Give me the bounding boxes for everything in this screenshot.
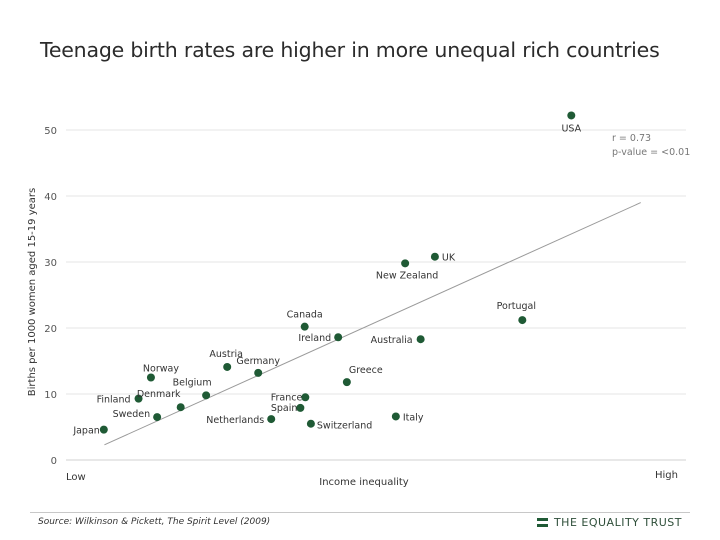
y-tick-label: 0 [51,456,57,467]
data-point-ireland [334,333,343,342]
y-tick-label: 10 [44,390,57,401]
point-label-norway: Norway [143,364,179,375]
data-point-switzerland [306,419,315,428]
x-tick-high: High [655,470,678,481]
point-label-uk: UK [442,253,456,264]
data-point-austria [223,362,232,371]
y-tick-label: 30 [44,258,57,269]
point-label-austria: Austria [209,349,243,360]
data-point-germany [254,368,263,377]
point-label-switzerland: Switzerland [317,421,372,432]
x-tick-low: Low [66,472,86,483]
data-point-italy [391,412,400,421]
point-label-netherlands: Netherlands [206,415,264,426]
data-point-sweden [153,413,162,422]
data-point-finland [134,394,143,403]
brand-logo: THE EQUALITY TRUST [536,516,682,529]
y-tick-label: 40 [44,192,57,203]
point-label-belgium: Belgium [173,377,212,388]
point-label-denmark: Denmark [137,389,181,400]
equality-trust-icon [536,518,548,527]
point-label-canada: Canada [287,310,323,321]
grid-lines [66,129,686,461]
y-axis-label: Births per 1000 women aged 15-19 years [27,188,38,396]
data-point-belgium [202,391,211,400]
data-point-australia [416,335,425,344]
y-tick-label: 20 [44,324,57,335]
data-point-japan [99,425,108,434]
point-labels: USA UK New Zealand Portugal Canada Ireland Aus… [72,123,581,436]
data-point-new-zealand [401,259,410,268]
y-tick-label: 50 [44,126,57,137]
data-point-usa [567,111,576,120]
point-label-sweden: Sweden [113,409,151,420]
point-label-usa: USA [561,123,581,134]
y-axis-ticks: 0 10 20 30 40 50 [44,126,57,467]
data-points [99,111,576,434]
footer-divider [30,512,690,513]
point-label-new-zealand: New Zealand [376,270,438,281]
point-label-france: France [271,392,303,403]
source-note: Source: Wilkinson & Pickett, The Spirit … [38,517,271,527]
brand-name: THE EQUALITY TRUST [553,516,682,529]
data-point-denmark [176,403,185,412]
point-label-japan: Japan [72,426,100,437]
x-axis-label: Income inequality [319,477,409,488]
point-label-spain: Spain [271,403,298,414]
r-value-label: r = 0.73 [612,133,651,144]
point-label-ireland: Ireland [298,333,331,344]
point-label-greece: Greece [349,365,383,376]
point-label-portugal: Portugal [497,301,536,312]
scatter-plot: 0 10 20 30 40 50 USA UK New Zealand Portugal Cana… [27,111,690,488]
data-point-greece [342,378,351,387]
data-point-portugal [518,316,527,325]
point-label-finland: Finland [97,395,131,406]
data-point-netherlands [267,415,276,424]
point-label-italy: Italy [403,412,424,423]
point-label-germany: Germany [236,356,280,367]
chart-title: Teenage birth rates are higher in more u… [40,38,660,62]
p-value-label: p-value = <0.01 [612,147,690,158]
point-label-australia: Australia [371,335,413,346]
data-point-spain [296,403,305,412]
data-point-france [301,393,310,402]
data-point-uk [430,252,439,261]
data-point-norway [146,373,155,382]
data-point-canada [300,322,309,331]
trend-line [104,202,641,446]
